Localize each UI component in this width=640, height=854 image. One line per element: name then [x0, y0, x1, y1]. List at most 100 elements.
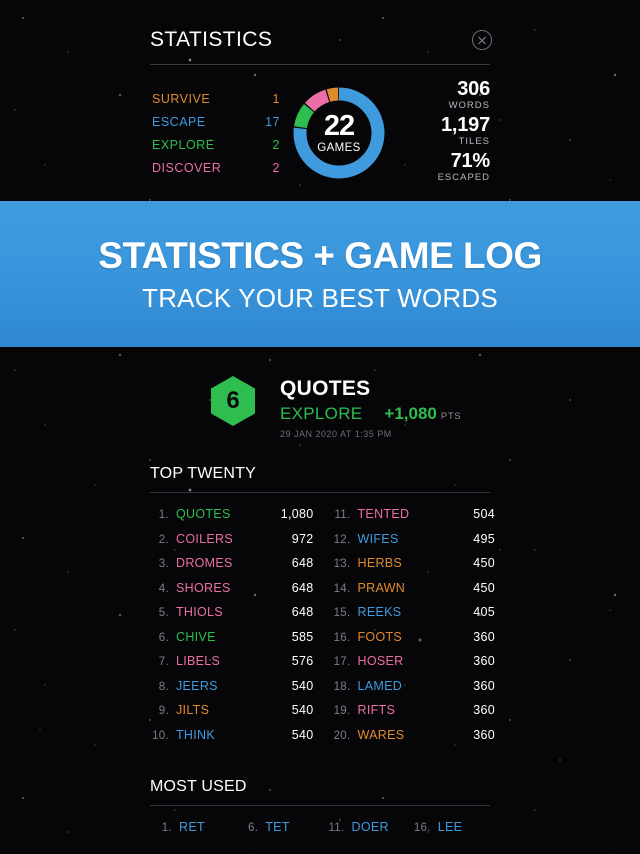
games-legend: SURVIVE 1 ESCAPE 17 EXPLORE 2 DISCOVER 2 [152, 92, 280, 175]
list-item[interactable]: 1. RET [150, 820, 236, 834]
most-used-columns: 1. RET 6. TET 11. DOER 16. LEE [150, 820, 495, 834]
table-row[interactable]: 16. FOOTS 360 [332, 630, 496, 644]
table-row[interactable]: 15. REEKS 405 [332, 605, 496, 619]
top-twenty-right-column: 11. TENTED 504 12. WIFES 495 13. HERBS 450 14. PRA… [332, 507, 496, 752]
score-value: 540 [291, 703, 314, 717]
hexagon-badge-value: 6 [226, 387, 240, 414]
banner-subtitle: TRACK YOUR BEST WORDS [142, 282, 498, 313]
rank-label: 1. [161, 822, 172, 834]
rank-label: 5. [158, 607, 169, 619]
legend-label-discover: DISCOVER [152, 160, 222, 175]
table-row[interactable]: 5. THIOLS 648 [150, 605, 314, 619]
game-log-points-label: PTS [440, 411, 462, 422]
most-used-column: 6. TET [236, 820, 322, 834]
total-tiles-label: TILES [458, 136, 490, 147]
top-twenty-title: TOP TWENTY [150, 465, 257, 482]
score-value: 504 [473, 507, 495, 521]
word-label: CHIVE [176, 629, 216, 644]
score-value: 495 [473, 531, 495, 546]
legend-label-explore: EXPLORE [152, 137, 215, 152]
word-label: WIFES [357, 531, 399, 546]
close-icon[interactable] [472, 30, 492, 50]
game-log-score-row: EXPLORE +1,080 PTS [280, 404, 461, 424]
game-log-timestamp: 29 JAN 2020 AT 1:35 PM [280, 429, 392, 439]
legend-item-explore: EXPLORE 2 [152, 138, 280, 152]
rank-label: 14. [333, 582, 351, 595]
most-used-divider [150, 805, 490, 806]
word-label: PRAWN [357, 580, 406, 595]
legend-value-survive: 1 [272, 91, 280, 106]
word-label: LEE [437, 820, 463, 834]
rank-label: 4. [158, 582, 169, 595]
rank-label: 6. [158, 631, 169, 644]
table-row[interactable]: 2. COILERS 972 [150, 532, 314, 546]
score-value: 360 [473, 654, 495, 668]
legend-label-escape: ESCAPE [152, 114, 206, 129]
score-value: 405 [473, 605, 495, 619]
table-row[interactable]: 13. HERBS 450 [332, 556, 496, 570]
score-value: 360 [473, 727, 495, 742]
most-used-section: MOST USED 1. RET 6. TET 11. DOER 16. LEE [0, 778, 640, 834]
table-row[interactable]: 17. HOSER 360 [332, 654, 496, 668]
rank-label: 12. [333, 533, 351, 546]
game-log-entry[interactable]: 6 QUOTES EXPLORE +1,080 PTS 29 JAN 2020 … [0, 347, 640, 439]
table-row[interactable]: 6. CHIVE 585 [150, 630, 314, 644]
word-label: JILTS [176, 703, 210, 717]
statistics-header: STATISTICS [150, 28, 492, 52]
top-twenty-divider [150, 492, 490, 493]
rank-label: 16. [413, 822, 431, 834]
table-row[interactable]: 8. JEERS 540 [150, 679, 314, 693]
most-used-title: MOST USED [150, 778, 247, 795]
word-label: REEKS [357, 605, 402, 619]
score-value: 648 [291, 580, 314, 595]
hexagon-badge: 6 [210, 375, 256, 427]
table-row[interactable]: 12. WIFES 495 [332, 532, 496, 546]
table-row[interactable]: 9. JILTS 540 [150, 703, 314, 717]
word-label: HERBS [357, 556, 403, 570]
score-value: 450 [473, 556, 495, 570]
table-row[interactable]: 10. THINK 540 [150, 728, 314, 742]
table-row[interactable]: 19. RIFTS 360 [332, 703, 496, 717]
word-label: TENTED [357, 507, 410, 521]
top-twenty-columns: 1. QUOTES 1,080 2. COILERS 972 3. DROMES 648 4. SH… [150, 507, 495, 752]
word-label: FOOTS [357, 629, 403, 644]
word-label: RET [179, 820, 205, 834]
rank-label: 11. [328, 822, 345, 834]
list-item[interactable]: 6. TET [236, 820, 322, 834]
table-row[interactable]: 1. QUOTES 1,080 [150, 507, 314, 521]
rank-label: 11. [334, 509, 351, 521]
table-row[interactable]: 18. LAMED 360 [332, 679, 496, 693]
rank-label: 17. [333, 656, 351, 668]
legend-item-survive: SURVIVE 1 [152, 92, 280, 106]
table-row[interactable]: 20. WARES 360 [332, 728, 496, 742]
table-row[interactable]: 7. LIBELS 576 [150, 654, 314, 668]
list-item[interactable]: 11. DOER [323, 820, 409, 834]
rank-label: 1. [158, 509, 169, 521]
word-label: DOER [351, 820, 389, 834]
legend-value-explore: 2 [272, 137, 280, 152]
score-value: 360 [473, 678, 495, 693]
word-label: TET [265, 820, 290, 834]
table-row[interactable]: 14. PRAWN 450 [332, 581, 496, 595]
score-value: 585 [291, 629, 314, 644]
donut-segment-escape [293, 87, 385, 179]
most-used-column: 1. RET [150, 820, 236, 834]
word-label: LIBELS [176, 654, 221, 668]
score-value: 648 [291, 605, 314, 619]
most-used-column: 16. LEE [409, 820, 495, 834]
rank-label: 15. [333, 607, 351, 619]
most-used-column: 11. DOER [323, 820, 409, 834]
legend-item-discover: DISCOVER 2 [152, 161, 280, 175]
word-label: THIOLS [176, 605, 223, 619]
score-value: 648 [291, 556, 314, 570]
word-label: LAMED [357, 678, 403, 693]
word-label: QUOTES [176, 507, 231, 521]
word-label: JEERS [176, 678, 218, 693]
table-row[interactable]: 3. DROMES 648 [150, 556, 314, 570]
word-label: RIFTS [357, 703, 396, 717]
table-row[interactable]: 11. TENTED 504 [332, 507, 496, 521]
page-title: STATISTICS [150, 28, 273, 51]
list-item[interactable]: 16. LEE [409, 820, 495, 834]
table-row[interactable]: 4. SHORES 648 [150, 581, 314, 595]
